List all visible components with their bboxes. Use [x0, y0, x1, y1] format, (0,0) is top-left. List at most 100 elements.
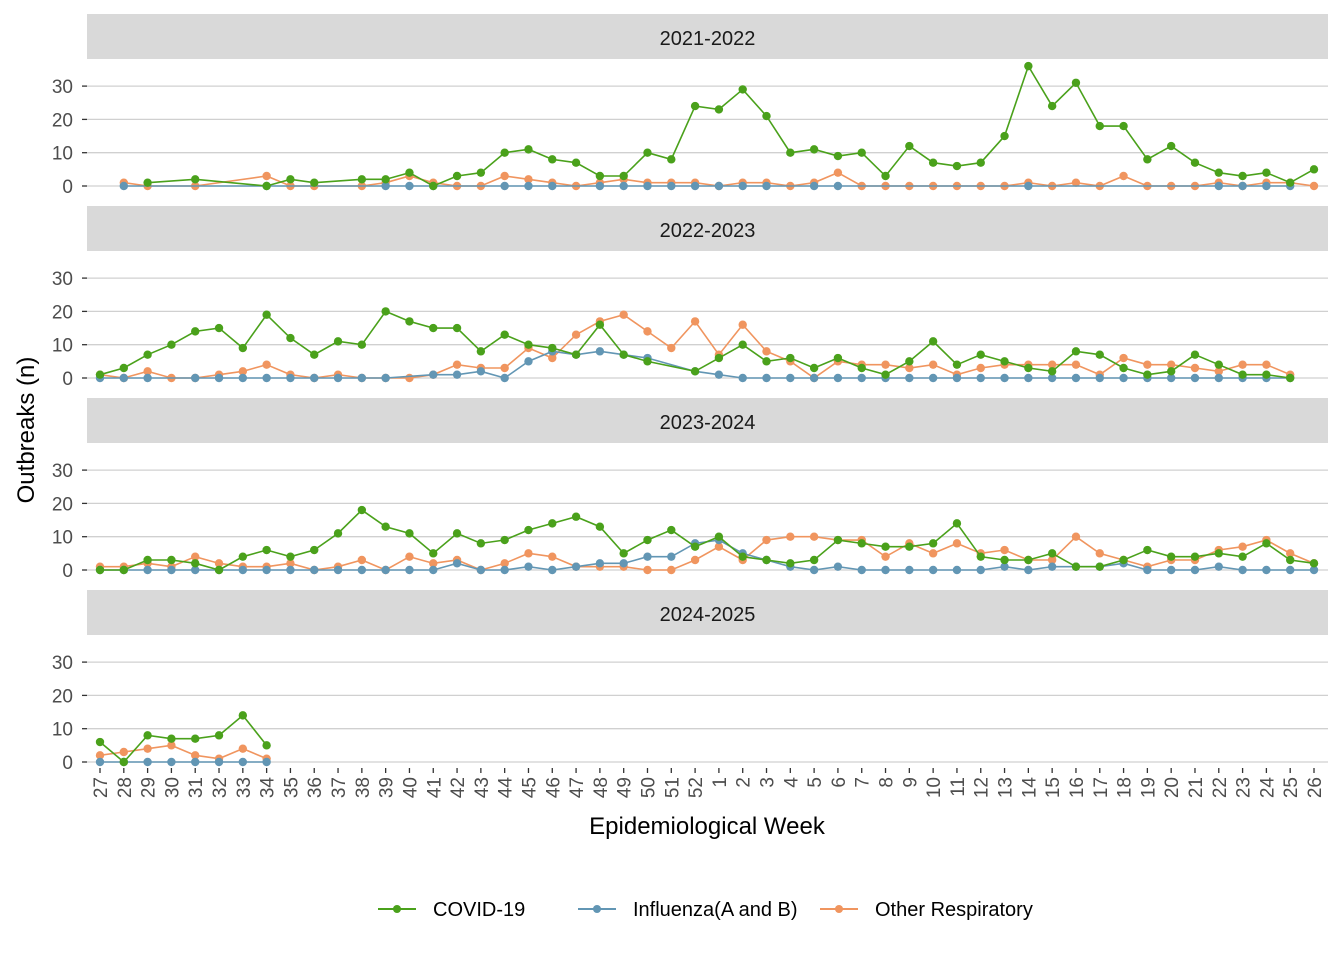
- data-point: [714, 105, 724, 114]
- data-point: [310, 545, 319, 555]
- data-point: [500, 148, 509, 157]
- data-point: [191, 751, 200, 760]
- data-point: [762, 357, 771, 366]
- x-tick-label: 6: [829, 777, 850, 788]
- data-point: [357, 505, 367, 515]
- data-point: [1047, 101, 1057, 111]
- x-tick-label: 3: [758, 777, 779, 788]
- x-tick-label: 13: [996, 777, 1017, 798]
- data-point: [429, 181, 438, 191]
- data-point: [500, 535, 509, 545]
- data-point: [1143, 155, 1152, 164]
- data-point: [452, 370, 462, 379]
- panel-title: 2021-2022: [660, 28, 756, 50]
- x-tick-label: 7: [853, 777, 874, 788]
- data-point: [952, 161, 962, 171]
- data-point: [1309, 165, 1319, 174]
- panel-strip: [87, 590, 1328, 635]
- data-point: [1285, 373, 1295, 383]
- data-point: [119, 373, 129, 383]
- y-tick-label: 30: [52, 77, 73, 98]
- data-point: [405, 181, 414, 191]
- data-point: [286, 552, 295, 561]
- data-point: [619, 350, 628, 359]
- data-point: [1285, 565, 1295, 575]
- data-point: [1071, 347, 1081, 356]
- data-point: [310, 565, 319, 575]
- data-point: [1166, 565, 1176, 575]
- data-point: [738, 373, 747, 383]
- series-line-other: [100, 535, 1315, 571]
- data-point: [1143, 565, 1152, 575]
- y-tick-label: 0: [62, 753, 73, 774]
- legend: COVID-19 Influenza(A and B) Other Respirat…: [378, 899, 1033, 921]
- data-point: [690, 367, 700, 376]
- data-point: [976, 373, 985, 383]
- data-point: [595, 347, 605, 356]
- data-point: [809, 181, 819, 191]
- data-point: [667, 565, 676, 575]
- data-point: [429, 559, 438, 568]
- data-point: [571, 512, 581, 521]
- data-point: [1000, 131, 1009, 141]
- data-point: [643, 535, 652, 545]
- data-point: [143, 178, 152, 187]
- data-point: [952, 539, 962, 548]
- data-point: [833, 168, 843, 177]
- data-point: [571, 350, 581, 359]
- data-point: [524, 145, 533, 154]
- data-point: [1262, 539, 1271, 548]
- x-tick-label: 29: [139, 777, 160, 798]
- data-point: [381, 307, 390, 316]
- data-point: [833, 535, 843, 545]
- data-point: [405, 565, 414, 575]
- data-point: [1262, 168, 1271, 177]
- data-point: [286, 175, 295, 184]
- x-tick-label: 32: [210, 777, 231, 798]
- series-line-covid: [99, 714, 268, 764]
- data-point: [881, 565, 890, 575]
- data-point: [452, 323, 462, 333]
- data-point: [1309, 565, 1319, 575]
- x-tick-label: 33: [234, 777, 255, 798]
- x-tick-label: 35: [281, 777, 302, 798]
- data-point: [238, 343, 248, 353]
- data-point: [1285, 178, 1295, 187]
- data-point: [429, 370, 438, 379]
- data-point: [1071, 562, 1081, 571]
- data-point: [333, 529, 343, 538]
- data-point: [976, 565, 985, 575]
- data-point: [1119, 121, 1128, 131]
- x-tick-label: 41: [424, 777, 445, 798]
- data-point: [238, 757, 248, 767]
- data-point: [786, 559, 795, 568]
- data-point: [809, 363, 819, 373]
- data-point: [1143, 360, 1152, 369]
- data-point: [1166, 373, 1176, 383]
- data-point: [214, 731, 224, 740]
- x-tick-label: 12: [972, 777, 993, 798]
- panel-strip: [87, 14, 1328, 59]
- series-covid: [95, 711, 271, 767]
- data-point: [357, 175, 367, 184]
- data-point: [143, 565, 152, 575]
- data-point: [643, 357, 652, 366]
- data-point: [333, 565, 343, 575]
- data-point: [381, 565, 390, 575]
- data-point: [619, 559, 628, 568]
- data-point: [1238, 181, 1247, 191]
- data-point: [1000, 562, 1009, 571]
- data-point: [1000, 373, 1009, 383]
- x-tick-label: 21: [1186, 777, 1207, 798]
- data-point: [762, 373, 771, 383]
- data-point: [905, 373, 914, 383]
- data-point: [143, 367, 152, 376]
- data-point: [952, 360, 962, 369]
- data-point: [1190, 565, 1200, 575]
- x-tick-label: 39: [377, 777, 398, 798]
- data-point: [619, 310, 628, 319]
- data-point: [191, 559, 200, 568]
- panel-strip: [87, 206, 1328, 251]
- x-tick-label: 5: [805, 777, 826, 788]
- data-point: [1238, 370, 1247, 379]
